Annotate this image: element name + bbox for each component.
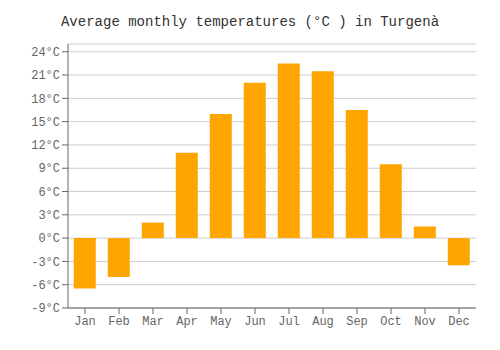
svg-text:Dec: Dec (448, 315, 470, 329)
svg-text:-9°C: -9°C (31, 302, 60, 316)
svg-text:Apr: Apr (176, 315, 198, 329)
svg-text:Nov: Nov (414, 315, 436, 329)
svg-text:9°C: 9°C (38, 162, 60, 176)
svg-text:Sep: Sep (346, 315, 368, 329)
svg-text:21°C: 21°C (31, 69, 60, 83)
svg-text:-6°C: -6°C (31, 279, 60, 293)
svg-text:12°C: 12°C (31, 139, 60, 153)
svg-text:18°C: 18°C (31, 93, 60, 107)
svg-text:6°C: 6°C (38, 186, 60, 200)
svg-text:Aug: Aug (312, 315, 334, 329)
svg-text:Jul: Jul (278, 315, 300, 329)
svg-text:Oct: Oct (380, 315, 402, 329)
svg-text:24°C: 24°C (31, 46, 60, 60)
svg-text:0°C: 0°C (38, 232, 60, 246)
svg-text:-3°C: -3°C (31, 256, 60, 270)
svg-text:15°C: 15°C (31, 116, 60, 130)
svg-text:Mar: Mar (142, 315, 164, 329)
svg-text:3°C: 3°C (38, 209, 60, 223)
svg-text:Jan: Jan (74, 315, 96, 329)
html-text:Average monthly temperatures (: Average monthly temperatures (°C ) in Tu… (61, 14, 439, 30)
svg-text:Feb: Feb (108, 315, 130, 329)
svg-text:May: May (210, 315, 232, 329)
svg-text:Jun: Jun (244, 315, 266, 329)
